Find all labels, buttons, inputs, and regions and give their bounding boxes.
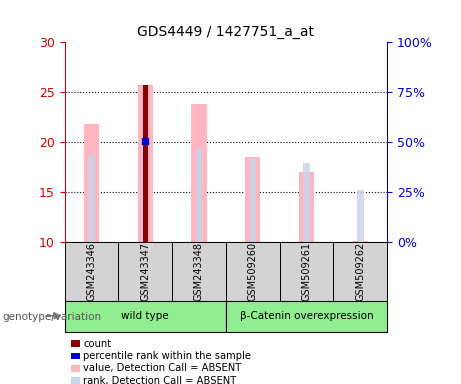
Bar <box>353 241 368 242</box>
Text: GSM243348: GSM243348 <box>194 242 204 301</box>
Bar <box>357 190 364 242</box>
Bar <box>172 242 226 301</box>
Bar <box>65 242 118 301</box>
Text: GSM509261: GSM509261 <box>301 242 312 301</box>
Text: GDS4449 / 1427751_a_at: GDS4449 / 1427751_a_at <box>137 25 314 39</box>
Text: GSM243347: GSM243347 <box>140 242 150 301</box>
Bar <box>142 141 148 242</box>
Bar <box>249 159 256 242</box>
Text: GSM509262: GSM509262 <box>355 242 366 301</box>
Bar <box>333 242 387 301</box>
Bar <box>299 172 314 242</box>
Bar <box>226 301 387 332</box>
Text: β-Catenin overexpression: β-Catenin overexpression <box>240 311 373 321</box>
Text: wild type: wild type <box>121 311 169 321</box>
Text: GSM509260: GSM509260 <box>248 242 258 301</box>
Bar <box>303 163 310 242</box>
Bar <box>245 157 260 242</box>
Bar <box>196 149 202 242</box>
Bar <box>142 85 148 242</box>
Bar <box>138 85 153 242</box>
Bar <box>88 155 95 242</box>
Bar <box>84 124 99 242</box>
Bar <box>191 104 207 242</box>
Text: rank, Detection Call = ABSENT: rank, Detection Call = ABSENT <box>83 376 236 384</box>
Text: percentile rank within the sample: percentile rank within the sample <box>83 351 251 361</box>
Text: GSM243346: GSM243346 <box>86 242 96 301</box>
Bar <box>226 242 280 301</box>
Bar <box>280 242 333 301</box>
Text: count: count <box>83 339 112 349</box>
Bar <box>118 242 172 301</box>
Bar <box>65 301 226 332</box>
Text: value, Detection Call = ABSENT: value, Detection Call = ABSENT <box>83 363 242 373</box>
Text: genotype/variation: genotype/variation <box>2 312 101 322</box>
